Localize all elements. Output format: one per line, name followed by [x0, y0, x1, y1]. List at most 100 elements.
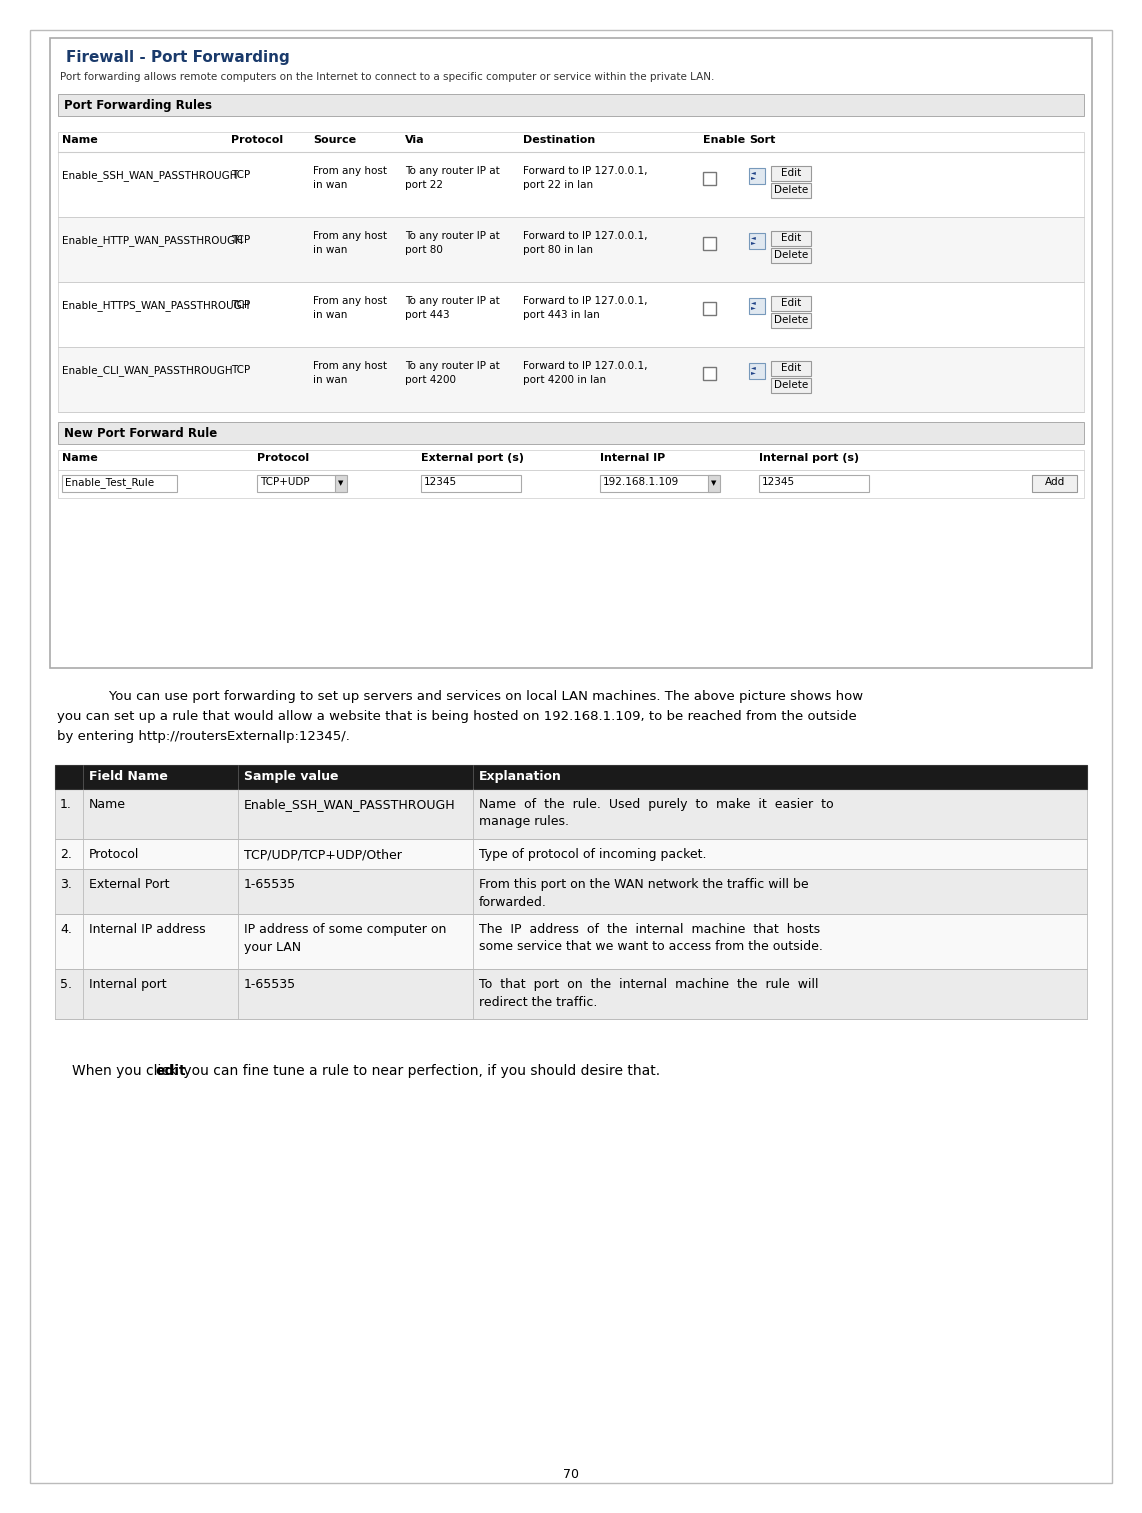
Bar	[257, 475, 345, 492]
Text: New Port Forward Rule: New Port Forward Rule	[64, 427, 217, 440]
Text: 192.168.1.109: 192.168.1.109	[603, 477, 679, 487]
Bar	[58, 422, 1084, 443]
Text: Delete: Delete	[774, 250, 809, 260]
Text: To any router IP at
port 4200: To any router IP at port 4200	[405, 362, 500, 384]
Text: Sample value: Sample value	[244, 770, 338, 784]
Bar	[749, 298, 765, 315]
Bar	[55, 968, 1087, 1018]
Text: Edit: Edit	[781, 168, 802, 179]
Text: Enable_SSH_WAN_PASSTHROUGH: Enable_SSH_WAN_PASSTHROUGH	[62, 169, 238, 182]
Text: When you click: When you click	[72, 1064, 182, 1077]
Text: TCP/UDP/TCP+UDP/Other: TCP/UDP/TCP+UDP/Other	[244, 847, 402, 861]
Text: TCP: TCP	[231, 365, 250, 375]
Bar	[55, 766, 1087, 788]
Bar	[771, 231, 811, 247]
Text: Delete: Delete	[774, 185, 809, 195]
Text: Edit: Edit	[781, 363, 802, 374]
Text: Internal port: Internal port	[89, 977, 167, 991]
Bar	[771, 313, 811, 328]
Text: Edit: Edit	[781, 233, 802, 244]
Text: TCP: TCP	[231, 169, 250, 180]
Text: Enable_SSH_WAN_PASSTHROUGH: Enable_SSH_WAN_PASSTHROUGH	[244, 797, 456, 811]
Bar	[749, 363, 765, 378]
Text: ◄
►: ◄ ►	[751, 169, 756, 180]
Text: From any host
in wan: From any host in wan	[313, 231, 387, 256]
Text: ◄
►: ◄ ►	[751, 300, 756, 310]
Text: Enable_CLI_WAN_PASSTHROUGH: Enable_CLI_WAN_PASSTHROUGH	[62, 365, 233, 375]
Bar	[58, 449, 1084, 471]
Text: Source: Source	[313, 135, 356, 145]
Bar	[771, 166, 811, 182]
Text: Explanation: Explanation	[478, 770, 562, 784]
Bar	[771, 183, 811, 198]
Text: 1-65535: 1-65535	[244, 977, 296, 991]
Text: Port forwarding allows remote computers on the Internet to connect to a specific: Port forwarding allows remote computers …	[61, 73, 715, 82]
Text: To any router IP at
port 443: To any router IP at port 443	[405, 297, 500, 321]
Text: Name: Name	[89, 797, 126, 811]
Text: Via: Via	[405, 135, 425, 145]
Text: Protocol: Protocol	[231, 135, 283, 145]
Bar	[335, 475, 347, 492]
Text: From any host
in wan: From any host in wan	[313, 297, 387, 321]
Bar	[58, 471, 1084, 498]
Text: External Port: External Port	[89, 878, 169, 891]
Text: Add: Add	[1045, 477, 1065, 487]
Bar	[58, 132, 1084, 151]
Text: Edit: Edit	[781, 298, 802, 309]
Text: 5.: 5.	[61, 977, 72, 991]
Text: ◄
►: ◄ ►	[751, 235, 756, 245]
Text: 3.: 3.	[61, 878, 72, 891]
Text: edit: edit	[155, 1064, 186, 1077]
Text: 2.: 2.	[61, 847, 72, 861]
Text: IP address of some computer on
your LAN: IP address of some computer on your LAN	[244, 923, 447, 953]
Bar	[771, 297, 811, 312]
Text: Protocol: Protocol	[89, 847, 139, 861]
Bar	[708, 475, 719, 492]
Text: Protocol: Protocol	[257, 452, 309, 463]
Text: Delete: Delete	[774, 380, 809, 390]
Text: 70: 70	[563, 1468, 579, 1481]
Bar	[1032, 475, 1077, 492]
Text: From any host
in wan: From any host in wan	[313, 362, 387, 384]
Text: TCP: TCP	[231, 300, 250, 310]
Bar	[703, 238, 716, 250]
Bar	[58, 216, 1084, 281]
Text: 1-65535: 1-65535	[244, 878, 296, 891]
Bar	[749, 233, 765, 250]
Text: Enable_HTTP_WAN_PASSTHROUGH: Enable_HTTP_WAN_PASSTHROUGH	[62, 235, 243, 247]
Bar	[703, 368, 716, 380]
Text: 12345: 12345	[424, 477, 457, 487]
Text: Internal IP address: Internal IP address	[89, 923, 206, 937]
Text: ◄
►: ◄ ►	[751, 365, 756, 375]
Text: To any router IP at
port 22: To any router IP at port 22	[405, 166, 500, 191]
Text: External port (s): External port (s)	[421, 452, 524, 463]
Bar	[58, 281, 1084, 346]
Text: Port Forwarding Rules: Port Forwarding Rules	[64, 98, 212, 112]
Bar	[55, 914, 1087, 968]
Text: Forward to IP 127.0.0.1,
port 80 in lan: Forward to IP 127.0.0.1, port 80 in lan	[523, 231, 648, 256]
Text: TCP+UDP: TCP+UDP	[260, 477, 309, 487]
Text: you can set up a rule that would allow a website that is being hosted on 192.168: you can set up a rule that would allow a…	[57, 710, 856, 723]
Bar	[759, 475, 869, 492]
Text: Field Name: Field Name	[89, 770, 168, 784]
Text: Type of protocol of incoming packet.: Type of protocol of incoming packet.	[478, 847, 707, 861]
Text: Enable_HTTPS_WAN_PASSTHROUGH: Enable_HTTPS_WAN_PASSTHROUGH	[62, 300, 249, 310]
Text: 12345: 12345	[762, 477, 795, 487]
Bar	[421, 475, 521, 492]
Bar	[58, 151, 1084, 216]
Text: 4.: 4.	[61, 923, 72, 937]
Text: From any host
in wan: From any host in wan	[313, 166, 387, 191]
Bar	[771, 362, 811, 377]
Text: TCP: TCP	[231, 235, 250, 245]
Text: Destination: Destination	[523, 135, 595, 145]
Bar	[771, 378, 811, 393]
Bar	[58, 94, 1084, 117]
Text: From this port on the WAN network the traffic will be
forwarded.: From this port on the WAN network the tr…	[478, 878, 809, 908]
Text: 1.: 1.	[61, 797, 72, 811]
Text: ▼: ▼	[711, 480, 716, 486]
Text: Internal IP: Internal IP	[600, 452, 666, 463]
Text: Sort: Sort	[749, 135, 775, 145]
Text: Internal port (s): Internal port (s)	[759, 452, 859, 463]
Text: ▼: ▼	[338, 480, 344, 486]
Bar	[62, 475, 177, 492]
